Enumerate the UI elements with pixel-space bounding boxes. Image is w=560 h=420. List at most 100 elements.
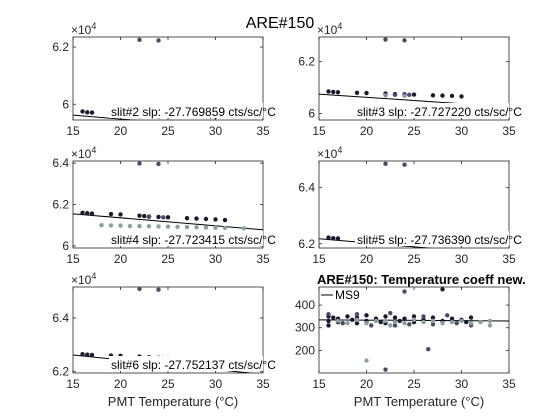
data-point (165, 215, 171, 220)
data-point (203, 225, 209, 230)
data-point (459, 318, 464, 324)
x-tick-label: 15 (66, 377, 80, 391)
y-exponent-power: 4 (91, 145, 96, 155)
data-point (426, 347, 431, 352)
panel-slit3: 15 20 25 30 35 6 6.2 ×104 slit#3 slp: -27.727220… (298, 21, 522, 138)
data-point (468, 321, 474, 326)
x-tick-label: 20 (114, 377, 128, 391)
data-point (397, 318, 402, 324)
data-point (392, 315, 398, 320)
data-point (80, 351, 85, 357)
y-exponent: ×104 (71, 271, 96, 287)
data-point (392, 319, 398, 325)
plot-area-coeff (319, 287, 509, 372)
data-point (108, 211, 114, 217)
figure-title: ARE#150 (246, 15, 315, 32)
data-point (392, 323, 398, 328)
data-point (402, 93, 407, 98)
data-point (222, 217, 228, 223)
x-tick-label: 25 (161, 377, 175, 391)
data-point (156, 38, 161, 43)
data-point (430, 93, 436, 98)
data-point (326, 318, 331, 324)
y-tick-label: 6.4 (52, 156, 69, 170)
data-point (146, 214, 152, 220)
data-point (449, 319, 455, 325)
data-point (118, 212, 123, 217)
data-point (354, 90, 360, 95)
y-tick-label: 400 (295, 298, 315, 312)
data-point (89, 352, 95, 358)
y-tick-label: 6.2 (298, 55, 315, 69)
annotation-bg (355, 103, 509, 118)
data-point (137, 161, 142, 166)
x-tick-label: 25 (161, 124, 175, 138)
y-exponent: ×104 (71, 145, 96, 161)
slope-annotation: slit#6 slp: -27.752137 cts/sc/°C (111, 358, 276, 372)
data-point (118, 223, 123, 228)
data-point (161, 215, 166, 220)
x-tick-label: 25 (161, 252, 175, 266)
data-point (459, 94, 464, 99)
data-point (383, 318, 388, 324)
x-tick-label: 25 (407, 124, 421, 138)
data-point (378, 319, 383, 325)
data-point (85, 110, 90, 115)
y-tick-label: 6 (62, 97, 69, 111)
panel-slit4: 15 20 25 30 35 6 6.2 6.4×104 slit#4 slp: -27.723… (52, 145, 276, 266)
data-point (449, 316, 455, 321)
data-point (369, 323, 374, 328)
data-point (335, 90, 341, 95)
data-point (156, 287, 161, 292)
data-point (487, 318, 493, 324)
data-point (335, 318, 341, 324)
fit-line (73, 213, 263, 231)
y-tick-label: 300 (295, 321, 315, 335)
data-point (402, 316, 407, 321)
x-tick-label: 35 (256, 377, 270, 391)
data-point (331, 89, 336, 95)
data-point (430, 322, 436, 327)
data-point (440, 93, 445, 98)
data-point (464, 319, 469, 325)
y-exponent: ×104 (317, 145, 342, 161)
y-exponent-power: 4 (337, 145, 342, 155)
x-tick-label: 35 (502, 252, 516, 266)
data-point (99, 223, 104, 228)
data-point (421, 319, 426, 325)
data-point (175, 224, 180, 230)
data-point (203, 216, 209, 222)
data-point (213, 217, 218, 222)
data-point (373, 318, 379, 324)
x-tick-label: 30 (209, 124, 223, 138)
data-point (407, 322, 412, 327)
data-point (326, 323, 331, 328)
data-point (364, 358, 369, 363)
panel-title: ARE#150: Temperature coeff new. (317, 272, 526, 287)
y-tick-label: 200 (295, 343, 315, 357)
data-point (402, 321, 407, 326)
data-point (478, 319, 483, 325)
data-point (335, 236, 341, 241)
data-point (354, 317, 360, 323)
panel-slit5: 15 20 25 30 35 6.2 6.4 ×104 slit#5 slp: -27.7363… (298, 145, 522, 266)
slope-annotation: slit#4 slp: -27.723415 cts/sc/°C (111, 233, 276, 247)
y-tick-label: 6.4 (52, 311, 69, 325)
annotation-bg (109, 103, 263, 118)
data-point (137, 287, 142, 292)
data-point (388, 323, 393, 328)
data-point (430, 318, 436, 324)
x-tick-label: 30 (455, 252, 469, 266)
data-point (364, 313, 369, 318)
data-point (156, 161, 161, 167)
y-tick-label: 6.4 (298, 181, 315, 195)
data-point (421, 314, 426, 319)
x-tick-label: 30 (209, 377, 223, 391)
x-tick-label: 20 (360, 377, 374, 391)
x-tick-label: 35 (256, 124, 270, 138)
data-point (402, 289, 407, 294)
data-point (411, 317, 417, 323)
data-point (388, 310, 393, 316)
legend-label: MS9 (335, 288, 360, 302)
x-tick-label: 15 (312, 377, 326, 391)
